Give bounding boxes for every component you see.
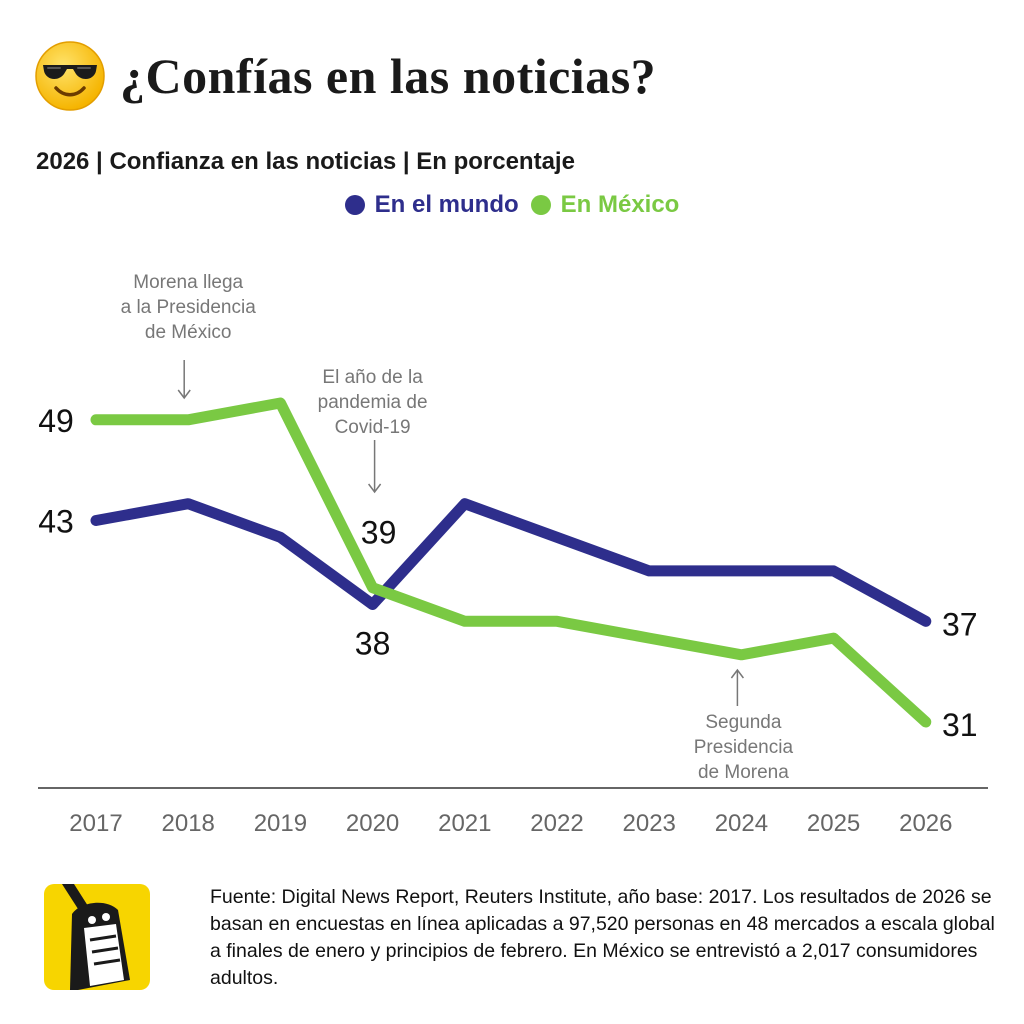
x-tick-label-2022: 2022 [530, 810, 583, 837]
data-label-5: 31 [942, 707, 978, 743]
chart-subtitle: 2026 | Confianza en las noticias | En po… [36, 148, 575, 175]
data-label-0: 49 [38, 403, 74, 439]
data-label-1: 43 [38, 504, 74, 540]
legend: En el mundo En México [0, 191, 1024, 219]
annotation-0-line-2: de México [145, 322, 232, 343]
annotation-arrowhead-1 [368, 483, 382, 494]
annotation-2-line-2: de Morena [698, 762, 789, 783]
x-tick-label-2024: 2024 [715, 810, 768, 837]
data-label-2: 39 [361, 515, 397, 551]
legend-label-mexico: En México [560, 191, 680, 218]
annotation-0-line-0: Morena llega [133, 272, 243, 293]
data-labels: 49 43 39 38 37 31 [38, 403, 977, 743]
page-title: ¿Confías en las noticias? [120, 48, 657, 104]
x-tick-label-2019: 2019 [254, 810, 307, 837]
sunglasses-face-icon [35, 41, 105, 111]
x-axis-ticks: 2017 2018 2019 2020 2021 2022 2023 2024 2025 2026 [69, 810, 952, 837]
legend-label-mundo: En el mundo [374, 191, 519, 218]
x-tick-label-2023: 2023 [623, 810, 676, 837]
annotation-arrowhead-0 [177, 389, 191, 400]
annotations: Morena llega a la Presidencia de México El … [121, 272, 794, 783]
x-tick-label-2020: 2020 [346, 810, 399, 837]
series-line-0 [90, 498, 932, 627]
newspaper-mascot-logo [44, 884, 150, 990]
series-lines [90, 397, 932, 728]
legend-item-mundo: En el mundo [344, 191, 519, 219]
annotation-2-line-1: Presidencia [694, 737, 794, 758]
line-chart: Morena llega a la Presidencia de México El … [38, 272, 988, 837]
annotation-1-line-1: pandemia de [318, 392, 428, 413]
source-note: Fuente: Digital News Report, Reuters Ins… [210, 886, 995, 989]
x-tick-label-2026: 2026 [899, 810, 952, 837]
legend-item-mexico: En México [530, 191, 680, 219]
annotation-2: Segunda Presidencia de Morena [694, 668, 794, 783]
x-tick-label-2017: 2017 [69, 810, 122, 837]
legend-dot-mundo [344, 195, 365, 215]
annotation-1-line-2: Covid-19 [335, 417, 411, 438]
legend-dot-mexico [530, 195, 551, 215]
annotation-2-line-0: Segunda [705, 712, 782, 733]
annotation-1-line-0: El año de la [322, 367, 423, 388]
x-tick-label-2025: 2025 [807, 810, 860, 837]
x-tick-label-2021: 2021 [438, 810, 491, 837]
annotation-1: El año de la pandemia de Covid-19 [318, 367, 428, 494]
annotation-0: Morena llega a la Presidencia de México [121, 272, 257, 400]
annotation-0-line-1: a la Presidencia [121, 297, 257, 318]
data-label-3: 38 [355, 625, 391, 661]
series-line-1 [90, 397, 932, 728]
annotation-arrowhead-2 [730, 668, 745, 679]
header: ¿Confías en las noticias? [34, 40, 656, 112]
data-label-4: 37 [942, 606, 978, 642]
x-tick-label-2018: 2018 [162, 810, 215, 837]
